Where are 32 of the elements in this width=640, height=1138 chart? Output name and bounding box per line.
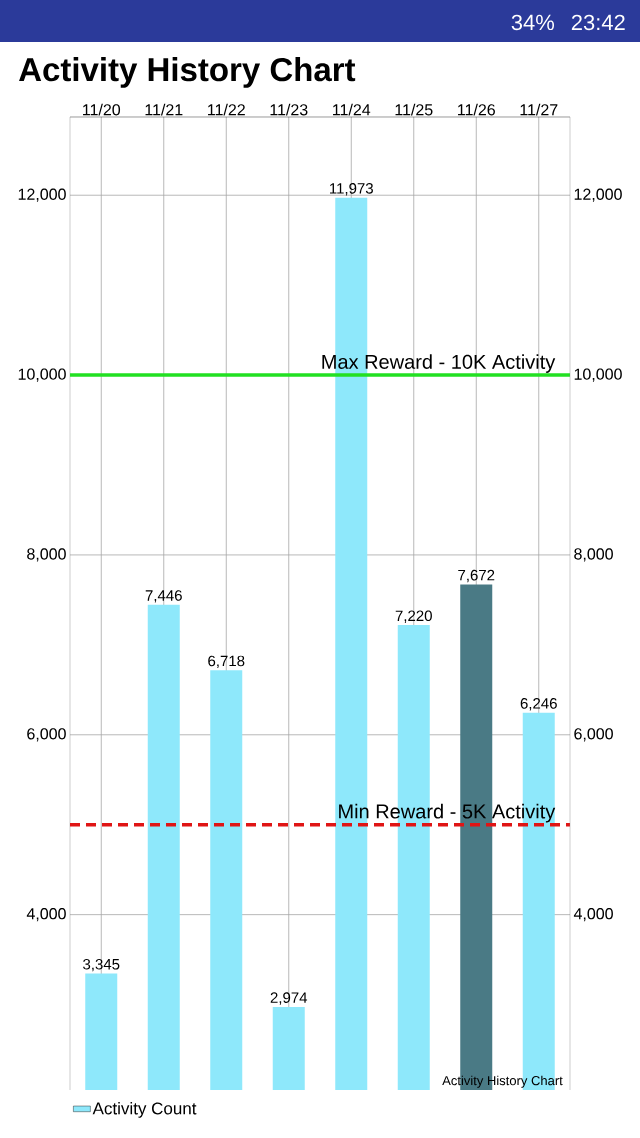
data-label: 7,446	[145, 590, 182, 603]
x-tick-label: 11/25	[395, 103, 433, 116]
x-tick-label: 11/22	[208, 103, 245, 116]
ref-line-label: Max Reward - 10K Activity	[322, 354, 556, 373]
text: 34%	[511, 14, 555, 31]
x-tick-label: 11/21	[145, 103, 183, 116]
y-tick-label: 10,000	[18, 368, 66, 382]
y2-tick-label: 8,000	[574, 548, 613, 562]
data-label: 7,672	[458, 569, 495, 583]
data-label: 6,246	[520, 698, 557, 711]
x-tick-label: 11/26	[458, 103, 495, 116]
y-tick-label: 6,000	[27, 728, 66, 742]
y-tick-label: 12,000	[18, 188, 66, 202]
text: 23:42	[571, 14, 625, 31]
y2-tick-label: 4,000	[573, 908, 613, 922]
y2-tick-label: 10,000	[574, 368, 622, 382]
ref-line-label: Min Reward - 5K Activity	[339, 803, 556, 823]
y-tick-label: 8,000	[27, 548, 66, 562]
legend-label: Activity Count	[92, 1101, 197, 1118]
data-label: 11,973	[330, 183, 373, 196]
x-tick-label: 11/20	[83, 103, 121, 116]
data-label: 7,220	[395, 610, 432, 623]
y-tick-label: 4,000	[26, 908, 66, 922]
y2-tick-label: 6,000	[574, 728, 613, 742]
data-label: 3,345	[83, 958, 120, 972]
chart-title: Activity History Chart	[19, 57, 356, 88]
data-label: 2,974	[270, 992, 308, 1005]
x-tick-label: 11/24	[333, 103, 371, 116]
y2-tick-label: 12,000	[574, 188, 622, 202]
x-tick-label: 11/23	[270, 103, 308, 116]
data-label: 6,718	[208, 655, 245, 669]
x-tick-label: 11/27	[520, 103, 558, 116]
